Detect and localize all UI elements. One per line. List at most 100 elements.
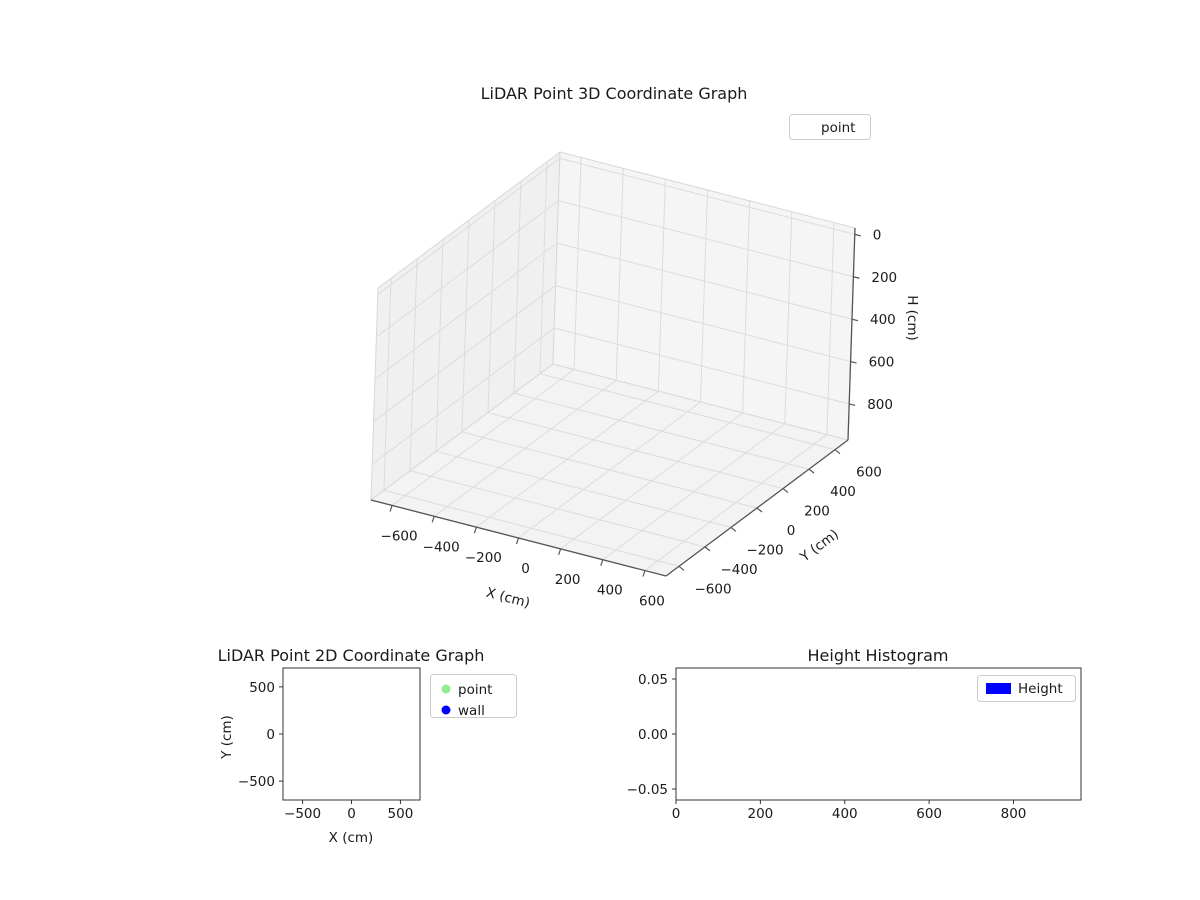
- grid-line: [435, 239, 444, 452]
- grid-line: [383, 278, 392, 491]
- plot3d-axes3d: −600−400−2000200400600−600−400−200020040…: [369, 150, 897, 610]
- y-tick-label: −200: [746, 542, 783, 558]
- grid-line: [539, 373, 836, 451]
- y-tick-label: 0.00: [638, 727, 668, 743]
- z-tick-label: 400: [870, 312, 896, 328]
- grid-line: [555, 285, 851, 363]
- z-tick: [850, 360, 857, 364]
- z-tick-label: 600: [869, 355, 895, 371]
- y-tick-label: 0: [787, 523, 796, 539]
- y-tick-label: 400: [830, 484, 856, 500]
- legend-entry-wall: wall: [458, 703, 485, 719]
- histogram-title: Height Histogram: [808, 646, 949, 665]
- plot3d-zlabel: H (cm): [904, 295, 920, 341]
- plot2d-subplot: LiDAR Point 2D Coordinate Graph −500 0 500…: [218, 646, 517, 846]
- grid-line: [487, 412, 784, 490]
- z-tick: [851, 318, 859, 322]
- plot2d-ylabel: Y (cm): [219, 715, 235, 760]
- y-tick-label: 0: [266, 727, 275, 743]
- y-tick: [808, 468, 815, 474]
- plot2d-title: LiDAR Point 2D Coordinate Graph: [218, 646, 485, 665]
- x-tick: [600, 559, 604, 566]
- z-tick-label: 200: [871, 270, 897, 286]
- y-tick-label: 0.05: [638, 672, 668, 688]
- y-tick: [730, 526, 737, 532]
- grid-line: [374, 242, 558, 380]
- legend-entry-height: Height: [1018, 681, 1063, 697]
- histogram-subplot: Height Histogram 0 200 400 600 800−0.050.000…: [627, 646, 1082, 822]
- plot3d-title: LiDAR Point 3D Coordinate Graph: [481, 84, 748, 103]
- plot3d-subplot: LiDAR Point 3D Coordinate Graph −600 −400…: [369, 84, 920, 612]
- grid-line: [657, 179, 666, 392]
- y-tick: [678, 565, 685, 571]
- x-tick-label: 800: [1001, 806, 1027, 822]
- legend-marker-wall: [441, 705, 451, 715]
- grid-line: [700, 189, 708, 403]
- x-tick: [515, 537, 520, 545]
- y-tick-label: −500: [238, 774, 275, 790]
- grid-line: [573, 157, 582, 370]
- z-tick: [849, 403, 856, 407]
- y-tick: [756, 507, 763, 513]
- y-tick: [704, 546, 711, 552]
- x-tick: [558, 548, 562, 556]
- x-tick-label: 500: [388, 806, 414, 822]
- legend-marker-height: [986, 683, 1011, 694]
- z-tick-label: 0: [873, 227, 882, 243]
- grid-line: [377, 157, 561, 295]
- legend-entry-point: point: [821, 120, 855, 136]
- x-tick: [642, 570, 646, 577]
- grid-line: [409, 258, 418, 471]
- x-tick-label: 200: [747, 806, 773, 822]
- legend-frame: [789, 114, 871, 140]
- legend-frame: [430, 674, 517, 718]
- x-tick-label: 0: [521, 561, 530, 577]
- grid-line: [554, 327, 850, 405]
- x-tick-label: 600: [639, 594, 665, 610]
- plot2d-legend: point wall: [430, 674, 517, 719]
- y-tick: [834, 449, 841, 455]
- histogram-legend: Height: [977, 675, 1076, 702]
- grid-line: [487, 200, 496, 413]
- plot2d-axes: −500 0 500 −500 0 500: [238, 667, 421, 822]
- y-tick-label: 200: [804, 504, 830, 520]
- legend-marker-point: [441, 684, 451, 694]
- grid-line: [373, 285, 556, 422]
- x-tick: [389, 505, 393, 512]
- grid-line: [742, 200, 751, 413]
- y-tick-label: 600: [856, 465, 882, 481]
- x-tick: [473, 526, 477, 534]
- z-tick: [854, 233, 861, 237]
- grid-line: [556, 242, 853, 320]
- legend-frame: [977, 675, 1076, 702]
- grid-line: [784, 211, 793, 424]
- grid-line: [826, 222, 835, 435]
- y-tick: [782, 488, 789, 494]
- y-tick-label: 500: [249, 680, 275, 696]
- x-tick-label: 400: [832, 806, 858, 822]
- grid-line: [409, 470, 706, 548]
- z-tick-label: 800: [867, 397, 893, 413]
- z-tick: [853, 276, 860, 279]
- grid-line: [383, 489, 680, 567]
- legend-entry-point: point: [458, 682, 492, 698]
- plot2d-xlabel: X (cm): [329, 830, 374, 846]
- plot3d-ylabel: Y (cm): [797, 526, 842, 566]
- x-tick: [431, 516, 435, 523]
- x-tick-label: 0: [672, 806, 681, 822]
- x-tick-label: −200: [465, 550, 502, 566]
- plot3d-xlabel: X (cm): [484, 585, 531, 612]
- histogram-axes: 0 200 400 600 800 −0.05 0.00 0.05: [627, 667, 1082, 822]
- x-tick-label: −500: [284, 806, 321, 822]
- x-tick-label: 400: [597, 583, 623, 599]
- y-tick-label: −600: [694, 581, 731, 597]
- grid-line: [539, 161, 548, 374]
- axes-frame: [282, 667, 421, 801]
- x-tick-label: −400: [423, 539, 460, 555]
- y-tick-label: −0.05: [627, 782, 668, 798]
- z-axis-line: [847, 227, 856, 441]
- x-tick-label: 200: [555, 572, 581, 588]
- x-tick-label: 600: [916, 806, 942, 822]
- grid-line: [435, 450, 732, 528]
